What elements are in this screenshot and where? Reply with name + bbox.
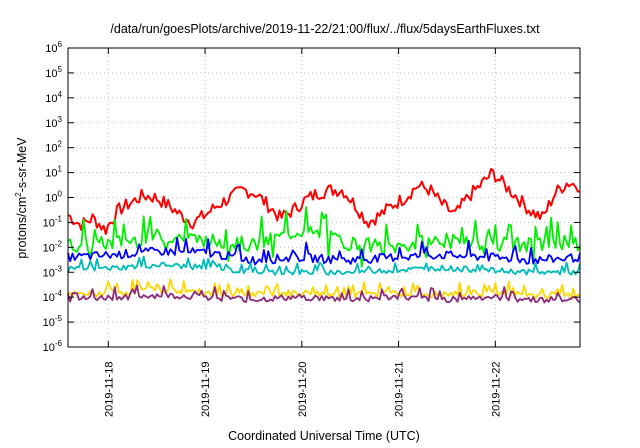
series-line (67, 168, 581, 235)
x-tick-label: 2019-11-20 (297, 362, 309, 417)
y-tick-label: 101 (45, 165, 62, 180)
y-tick-base: 10 (45, 93, 57, 105)
y-tick-label: 100 (45, 190, 62, 205)
y-tick-label: 102 (45, 140, 62, 155)
series-layer (67, 168, 581, 304)
y-tick-base: 10 (43, 317, 55, 329)
y-tick-exponent: 3 (58, 115, 63, 124)
y-tick-base: 10 (45, 168, 57, 180)
series-line (67, 205, 581, 268)
x-axis-label: Coordinated Universal Time (UTC) (228, 429, 420, 443)
y-axis: 10-610-510-410-310-210-11001011021031041… (43, 40, 580, 354)
y-tick-base: 10 (43, 267, 55, 279)
x-tick-label: 2019-11-22 (490, 362, 502, 417)
y-tick-base: 10 (43, 242, 55, 254)
y-tick-exponent: -5 (55, 314, 63, 323)
x-axis: 2019-11-18 2019-11-19 2019-11-20 2019-11-21… (103, 48, 502, 417)
y-tick-base: 10 (45, 68, 57, 80)
y-tick-label: 10-6 (43, 339, 63, 354)
y-axis-label: protons/cm2-s-sr-MeV (14, 137, 29, 259)
x-tick-label: 2019-11-21 (394, 362, 406, 417)
y-tick-base: 10 (45, 118, 57, 130)
y-tick-exponent: -1 (55, 214, 63, 223)
y-axis-label-sup: 2 (14, 192, 23, 197)
y-tick-exponent: 1 (58, 165, 63, 174)
y-tick-exponent: 5 (58, 65, 63, 74)
y-tick-label: 106 (45, 40, 62, 55)
y-tick-exponent: 2 (58, 140, 63, 149)
y-tick-exponent: 6 (58, 40, 63, 49)
x-tick-label: 2019-11-19 (200, 362, 212, 417)
y-axis-label-pre: protons/cm (15, 197, 29, 259)
y-tick-exponent: 4 (58, 90, 63, 99)
y-tick-base: 10 (45, 43, 57, 55)
y-tick-exponent: -6 (55, 339, 63, 348)
y-tick-label: 10-1 (43, 214, 63, 229)
series-line (67, 236, 581, 266)
series-line (67, 278, 581, 300)
y-tick-label: 10-3 (43, 264, 63, 279)
y-tick-exponent: -3 (55, 264, 63, 273)
chart-title: /data/run/goesPlots/archive/2019-11-22/2… (110, 22, 540, 36)
y-tick-exponent: -4 (55, 289, 63, 298)
y-tick-label: 10-5 (43, 314, 63, 329)
y-tick-base: 10 (43, 217, 55, 229)
y-tick-base: 10 (43, 342, 55, 354)
y-tick-exponent: -2 (55, 239, 63, 248)
y-axis-label-post: -s-sr-MeV (15, 137, 29, 193)
series-line (67, 284, 581, 304)
y-tick-label: 10-4 (43, 289, 63, 304)
y-tick-label: 104 (45, 90, 62, 105)
series-line (67, 255, 581, 276)
y-tick-label: 105 (45, 65, 62, 80)
y-tick-exponent: 0 (58, 190, 63, 199)
y-tick-base: 10 (45, 193, 57, 205)
x-tick-label: 2019-11-18 (103, 362, 115, 417)
y-tick-label: 10-2 (43, 239, 63, 254)
y-tick-base: 10 (45, 143, 57, 155)
y-tick-label: 103 (45, 115, 62, 130)
y-tick-base: 10 (43, 292, 55, 304)
